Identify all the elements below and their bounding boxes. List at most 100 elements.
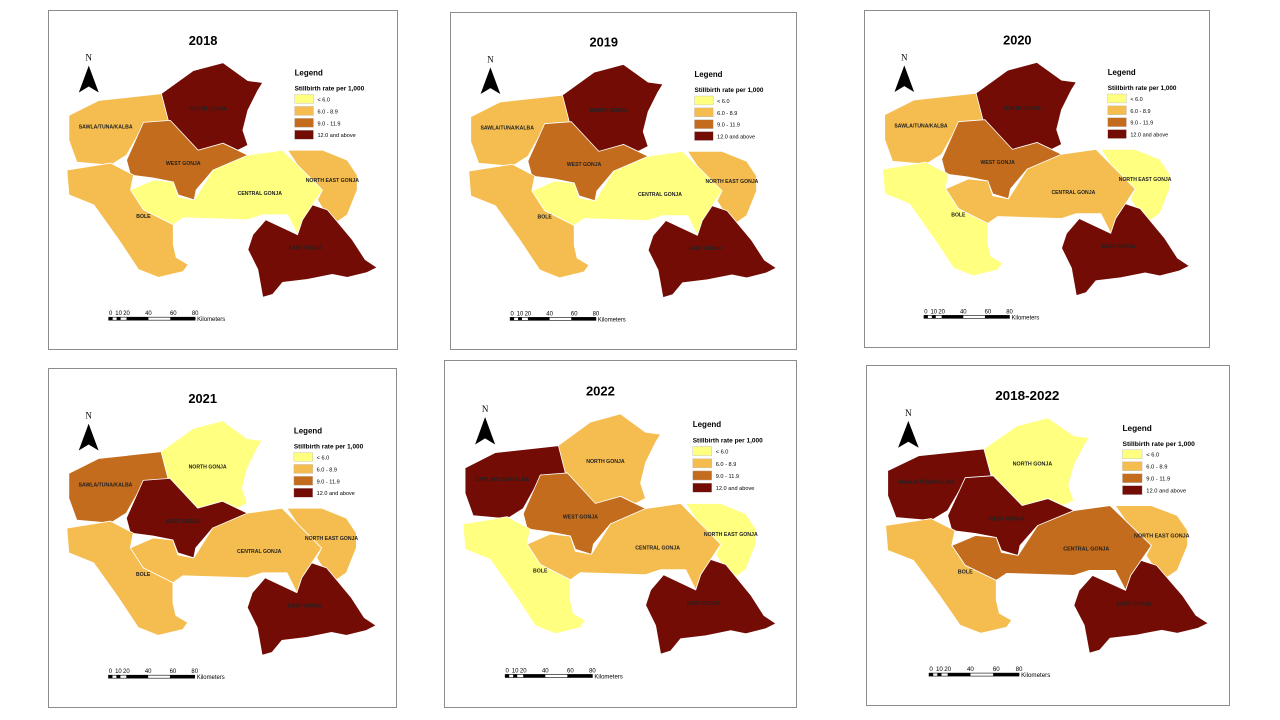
legend-title: Legend: [294, 427, 322, 436]
district-label-central: CENTRAL GONJA: [635, 545, 680, 551]
scale-segment: [170, 317, 196, 321]
map-svg: 2022 N SAWLA/TUNA/KALBA NORTH GONJA WEST GON…: [462, 384, 777, 681]
district-label-west: WEST GONJA: [567, 162, 602, 168]
legend-label: 6.0 - 8.9: [1146, 465, 1167, 471]
legend-swatch: [293, 488, 313, 498]
scale-segment: [567, 674, 593, 678]
legend-swatch: [1122, 485, 1143, 495]
scale-segment: [510, 317, 515, 321]
legend-label: 9.0 - 11.9: [716, 474, 739, 480]
district-east: [246, 562, 377, 656]
district-label-east: EAST GONJA: [687, 601, 721, 607]
district-label-central: CENTRAL GONJA: [1051, 190, 1095, 196]
district-label-east: EAST GONJA: [689, 246, 723, 252]
map-title: 2020: [1003, 33, 1031, 48]
district-label-bole: BOLE: [533, 569, 548, 575]
district-label-north: NORTH GONJA: [189, 464, 227, 470]
map-title: 2022: [586, 384, 615, 399]
legend-label: 12.0 and above: [317, 133, 355, 139]
legend-swatch: [294, 130, 314, 140]
legend-label: 9.0 - 11.9: [717, 123, 740, 129]
legend-title: Legend: [1108, 68, 1136, 77]
legend-swatch: [1107, 129, 1127, 139]
district-bole: [66, 520, 189, 636]
district-northeast: [286, 507, 357, 581]
map-title: 2019: [590, 35, 619, 50]
scale-tick: 0: [929, 666, 933, 673]
district-central: [945, 148, 1136, 235]
scale-segment: [518, 317, 522, 321]
map-panel-2018-2022: 2018-2022 N SAWLA/TUNA/KALBA NORTH GONJA WES…: [866, 365, 1230, 706]
district-central: [129, 507, 323, 594]
district-label-east: EAST GONJA: [289, 246, 323, 252]
legend-label: 9.0 - 11.9: [317, 479, 340, 485]
scale-tick: 80: [1006, 309, 1013, 315]
north-arrow-icon: [898, 420, 919, 448]
map-svg: 2018 N SAWLA/TUNA/KALBA NORTH GONJA WEST GON…: [66, 33, 378, 323]
district-label-sawla: SAWLA/TUNA/KALBA: [894, 124, 948, 130]
district-bole: [66, 162, 189, 278]
scale-tick: 60: [571, 311, 578, 317]
north-label: N: [905, 408, 912, 418]
scale-tick: 60: [993, 666, 1001, 673]
scale-tick: 0: [109, 669, 113, 675]
district-label-sawla: SAWLA/TUNA/KALBA: [79, 482, 133, 488]
district-east: [1061, 203, 1191, 297]
scale-tick: 80: [593, 311, 600, 317]
scale-tick: 10: [512, 668, 519, 674]
map-svg: 2020 N SAWLA/TUNA/KALBA NORTH GONJA WEST GON…: [882, 33, 1191, 321]
district-sawla: [68, 451, 171, 524]
map-panel-2019: 2019 N SAWLA/TUNA/KALBA NORTH GONJA WEST GON…: [450, 12, 797, 350]
scale-segment: [108, 675, 113, 679]
north-arrow-icon: [78, 423, 99, 451]
district-northeast: [686, 150, 757, 224]
district-sawla: [887, 448, 994, 521]
scale-segment: [126, 317, 149, 321]
district-east: [247, 204, 378, 298]
north-arrow-icon: [894, 65, 915, 93]
district-label-west: WEST GONJA: [563, 515, 598, 521]
district-label-north: NORTH GONJA: [1013, 462, 1053, 468]
district-bole: [882, 161, 1004, 277]
legend-label: 6.0 - 8.9: [717, 111, 737, 117]
scale-tick: 0: [510, 311, 514, 317]
district-sawla: [884, 92, 986, 165]
legend-label: 6.0 - 8.9: [716, 462, 737, 468]
scale-tick: 80: [1016, 666, 1024, 673]
district-label-central: CENTRAL GONJA: [638, 192, 682, 198]
legend-swatch: [1107, 117, 1127, 127]
district-label-bole: BOLE: [136, 572, 151, 578]
scale-segment: [108, 317, 113, 321]
scale-unit: Kilometers: [1011, 315, 1039, 321]
district-sawla: [464, 445, 568, 520]
scale-tick: 80: [191, 669, 198, 675]
map-panel-2018: 2018 N SAWLA/TUNA/KALBA NORTH GONJA WEST GON…: [48, 10, 398, 350]
legend-label: 12.0 and above: [717, 135, 755, 141]
scale-segment: [923, 315, 928, 319]
scale-tick: 20: [525, 311, 532, 317]
map-panel-2020: 2020 N SAWLA/TUNA/KALBA NORTH GONJA WEST GON…: [864, 10, 1210, 348]
district-label-northeast: NORTH EAST GONJA: [306, 178, 360, 184]
scale-tick: 20: [123, 669, 130, 675]
map-title: 2021: [188, 391, 217, 406]
district-label-central: CENTRAL GONJA: [237, 549, 282, 555]
district-label-sawla: SAWLA/TUNA/KALBA: [475, 477, 530, 483]
legend-subtitle: Stillbirth rate per 1,000: [1122, 441, 1195, 448]
district-northeast: [286, 149, 358, 223]
legend-title: Legend: [693, 420, 722, 429]
north-label: N: [487, 54, 494, 64]
legend-label: < 6.0: [1146, 453, 1159, 459]
district-label-northeast: NORTH EAST GONJA: [305, 536, 358, 542]
legend-title: Legend: [1122, 424, 1151, 433]
scale-tick: 40: [960, 309, 967, 315]
legend-swatch: [694, 119, 714, 129]
legend-label: 12.0 and above: [317, 491, 355, 497]
legend-swatch: [1122, 473, 1143, 483]
map-svg: 2019 N SAWLA/TUNA/KALBA NORTH GONJA WEST GON…: [468, 35, 778, 323]
scale-tick: 40: [542, 668, 549, 674]
legend-label: 6.0 - 8.9: [317, 109, 337, 115]
district-label-north: NORTH GONJA: [189, 106, 227, 112]
legend-swatch: [1122, 461, 1143, 471]
district-label-east: EAST GONJA: [1116, 601, 1151, 607]
scale-tick: 40: [967, 666, 975, 673]
